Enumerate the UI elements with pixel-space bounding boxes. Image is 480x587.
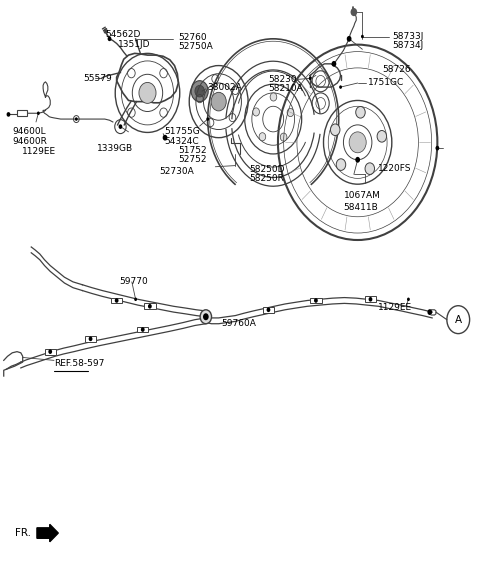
Text: 58210A: 58210A — [268, 85, 303, 93]
Text: 38002A: 38002A — [207, 83, 241, 92]
Circle shape — [336, 159, 346, 170]
Circle shape — [339, 85, 342, 89]
Text: 52750A: 52750A — [179, 42, 213, 52]
FancyArrow shape — [37, 524, 58, 542]
Circle shape — [355, 157, 360, 163]
Circle shape — [203, 313, 209, 321]
Circle shape — [7, 112, 11, 117]
Text: 55579: 55579 — [84, 74, 112, 83]
Text: 52752: 52752 — [179, 156, 207, 164]
Text: 54562D: 54562D — [105, 31, 140, 39]
Bar — [263, 307, 274, 313]
Circle shape — [200, 310, 212, 324]
Text: 58734J: 58734J — [392, 41, 423, 50]
Text: 51752: 51752 — [179, 146, 207, 155]
Bar — [85, 336, 96, 342]
Circle shape — [75, 117, 78, 121]
Text: 1351JD: 1351JD — [118, 40, 150, 49]
Text: 1220FS: 1220FS — [378, 164, 411, 173]
Circle shape — [332, 61, 336, 67]
Circle shape — [37, 112, 40, 115]
Circle shape — [163, 135, 168, 140]
Text: 1129EE: 1129EE — [22, 147, 56, 156]
Circle shape — [191, 80, 208, 102]
Circle shape — [280, 133, 287, 141]
Circle shape — [148, 304, 152, 309]
Circle shape — [119, 124, 122, 129]
Circle shape — [115, 298, 119, 303]
Circle shape — [141, 327, 144, 332]
Circle shape — [330, 124, 340, 136]
Text: 58250D: 58250D — [250, 165, 285, 174]
Circle shape — [347, 36, 351, 42]
Circle shape — [134, 298, 137, 301]
Text: 59770: 59770 — [119, 278, 148, 286]
Text: 94600L: 94600L — [12, 127, 46, 136]
Text: 54324C: 54324C — [164, 137, 199, 146]
Text: 1067AM: 1067AM — [344, 191, 381, 200]
Text: 58726: 58726 — [383, 65, 411, 74]
Text: 58230: 58230 — [268, 75, 297, 84]
Bar — [111, 298, 122, 303]
Circle shape — [139, 82, 156, 103]
Circle shape — [108, 36, 111, 41]
Bar — [45, 349, 56, 355]
Text: 1339GB: 1339GB — [96, 144, 133, 153]
Circle shape — [259, 133, 266, 141]
Circle shape — [365, 163, 374, 174]
Text: 51755G: 51755G — [164, 127, 200, 136]
Circle shape — [206, 117, 209, 121]
Circle shape — [356, 106, 365, 118]
Bar — [144, 303, 156, 309]
Text: 52730A: 52730A — [159, 167, 194, 176]
Circle shape — [89, 336, 93, 341]
Text: 58733J: 58733J — [392, 32, 423, 41]
Text: 58250R: 58250R — [250, 174, 284, 184]
Circle shape — [270, 93, 277, 101]
Text: 1751GC: 1751GC — [368, 78, 404, 87]
Bar — [17, 110, 26, 116]
Circle shape — [48, 349, 52, 354]
Circle shape — [253, 108, 260, 116]
Text: 52760: 52760 — [179, 33, 207, 42]
Bar — [365, 296, 376, 302]
Circle shape — [435, 146, 439, 150]
Text: 94600R: 94600R — [12, 137, 47, 146]
Text: REF.58-597: REF.58-597 — [54, 359, 104, 368]
Circle shape — [407, 298, 410, 301]
Circle shape — [266, 308, 270, 312]
Text: 58411B: 58411B — [343, 203, 378, 212]
Text: 1129EE: 1129EE — [378, 303, 412, 312]
Circle shape — [350, 8, 357, 16]
Circle shape — [361, 35, 364, 38]
Bar — [137, 326, 148, 332]
Circle shape — [287, 109, 294, 117]
Text: FR.: FR. — [14, 528, 31, 538]
Circle shape — [369, 297, 372, 302]
Circle shape — [309, 77, 312, 80]
Circle shape — [314, 298, 318, 303]
Circle shape — [195, 85, 204, 97]
Circle shape — [377, 130, 386, 142]
Circle shape — [349, 132, 366, 153]
Bar — [310, 298, 322, 303]
Text: A: A — [455, 315, 462, 325]
Text: 59760A: 59760A — [221, 319, 256, 328]
Circle shape — [211, 92, 226, 111]
Circle shape — [427, 309, 432, 315]
